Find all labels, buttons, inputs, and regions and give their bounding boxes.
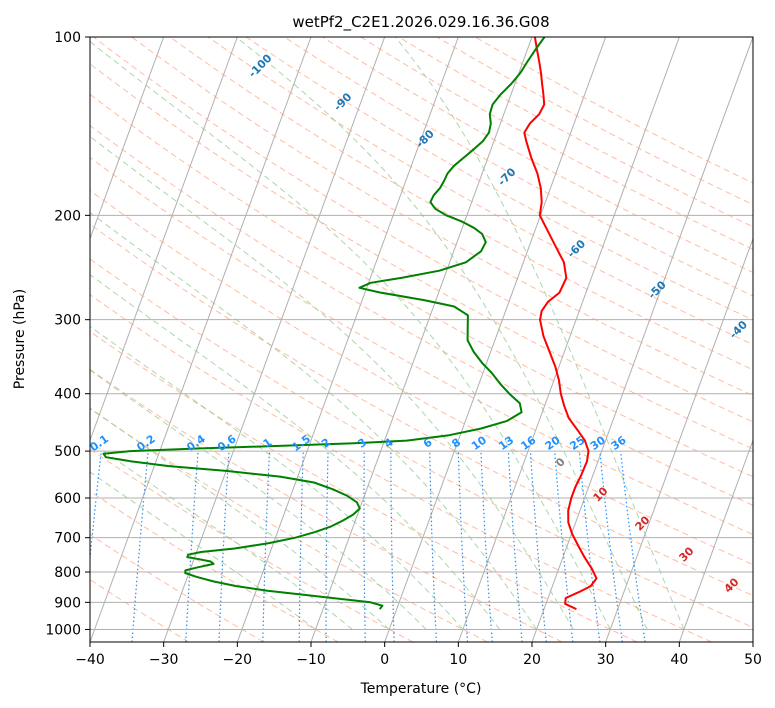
dry-adiabat-line [90,156,753,536]
dry-adiabat-line [90,124,753,506]
y-tick-label: 200 [54,208,81,224]
x-tick-label: 50 [744,652,762,668]
x-axis-label: Temperature (°C) [360,681,482,697]
dry-adiabat-line [90,258,753,629]
moist-adiabat-line [90,407,390,630]
moist-adiabat-line [90,471,316,630]
grid-lines [90,37,753,630]
dry-adiabat-line [90,407,488,642]
isotherm-line [678,438,753,642]
dewpoint-line [102,37,546,610]
y-tick-label: 900 [54,595,81,611]
x-tick-label: 10 [449,652,467,668]
y-tick-label: 500 [54,444,81,460]
mixing-ratio-line [90,451,102,564]
moist-adiabat-line [90,369,427,630]
dry-adiabat-line [90,63,753,450]
moist-adiabat-line [235,37,648,630]
isotherm-line [605,237,753,642]
y-tick-label: 1000 [45,622,81,638]
x-tick-label: 20 [523,652,541,668]
x-tick-label: 40 [670,652,688,668]
dry-adiabat-line [90,490,339,642]
mixing-ratio-line [131,451,149,642]
dry-adiabat-lines [90,37,753,642]
isotherm-line [90,37,312,642]
plot-area: 0.1 0.2 0.4 0.6 1 1.5 2 3 4 6 8 10 13 16 20 25 30 36-100-… [90,37,753,642]
dry-adiabat-line [131,37,753,397]
dry-adiabat-line [90,533,264,642]
isotherm-line [90,37,238,442]
dry-adiabat-line [245,37,753,321]
mixing-ratio-line [578,451,601,642]
moist-adiabat-line [90,274,501,630]
dry-adiabat-line [90,368,563,642]
isotherm-line [457,37,680,642]
chart-title: wetPf2_C2E1.2026.029.16.36.G08 [292,13,549,32]
moist-adiabat-line [90,135,574,630]
y-tick-label: 800 [54,565,81,581]
mixing-ratio-lines [90,451,646,642]
y-tick-label: 700 [54,531,81,547]
dry-adiabat-line [90,223,753,597]
mixing-ratio-line [599,451,623,642]
dry-adiabat-line [90,189,753,566]
plot-frame [89,36,754,643]
x-tick-label: −40 [75,652,105,668]
y-tick-label: 300 [54,313,81,329]
y-axis-ticks: 100 200 300 400 500 600 700 800 900 1000 [45,30,90,638]
isotherm-line [531,37,753,642]
mixing-ratio-line [507,451,523,642]
y-axis-label: Pressure (hPa) [12,289,28,389]
x-tick-label: 0 [380,652,389,668]
dry-adiabat-line [207,37,753,346]
x-tick-label: 30 [597,652,615,668]
moist-adiabat-line [394,37,685,630]
moist-adiabat-line [90,440,353,630]
moist-adiabat-lines [90,37,685,630]
y-tick-label: 100 [54,30,81,46]
moist-adiabat-line [90,40,611,630]
isotherm-line [163,37,386,642]
x-axis-ticks: −40 −30 −20 −10 0 10 20 30 40 50 [75,642,762,668]
mixing-ratio-line [529,451,547,642]
mixing-ratio-line [554,451,574,642]
moist-adiabat-line [90,211,537,630]
x-tick-label: −10 [296,652,326,668]
x-tick-label: −20 [223,652,253,668]
series-lines [102,37,598,611]
dry-adiabat-line [93,37,753,423]
temperature-line [523,37,598,611]
x-tick-label: −30 [149,652,179,668]
mixing-ratio-line [620,451,646,642]
dry-adiabat-line [90,294,712,642]
y-tick-label: 600 [54,491,81,507]
y-tick-label: 400 [54,387,81,403]
isotherm-line [90,37,165,241]
isotherm-line [384,37,607,642]
